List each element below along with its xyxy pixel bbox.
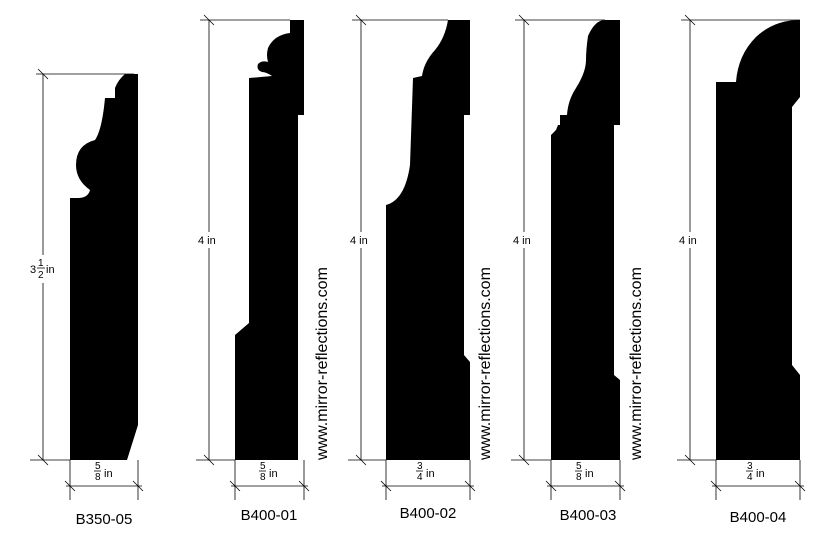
- width-frac-num: 3: [747, 461, 753, 472]
- profile-code: B400-01: [241, 507, 298, 524]
- profile-b400-01: 4 in 5 8 in B400-01: [196, 14, 310, 524]
- profile-shape: [70, 74, 138, 460]
- width-unit: in: [756, 468, 765, 480]
- width-frac-den: 8: [95, 472, 101, 483]
- profile-b400-03: 4 in 5 8 in B400-03: [511, 14, 626, 524]
- width-frac-den: 8: [260, 472, 266, 483]
- width-frac-den: 4: [417, 472, 423, 483]
- width-frac-den: 8: [576, 472, 582, 483]
- profile-code: B400-04: [730, 509, 787, 526]
- width-unit: in: [269, 468, 278, 480]
- profile-b400-04: 4 in 3 4 in B400-04: [677, 14, 806, 526]
- height-frac-den: 2: [38, 270, 44, 281]
- profile-code: B400-02: [400, 505, 457, 522]
- width-unit: in: [426, 468, 435, 480]
- width-frac-num: 5: [95, 461, 101, 472]
- height-label: 4 in: [350, 235, 368, 247]
- profile-code: B400-03: [560, 507, 617, 524]
- watermark-url: www.mirror-reflections.com: [628, 267, 645, 461]
- width-frac-den: 4: [747, 472, 753, 483]
- width-unit: in: [104, 468, 113, 480]
- profile-shape: [235, 20, 304, 460]
- width-frac-num: 3: [417, 461, 423, 472]
- height-whole: 3: [30, 264, 36, 276]
- profile-shape: [551, 20, 620, 460]
- height-label: 4 in: [679, 235, 697, 247]
- watermark-url: www.mirror-reflections.com: [477, 267, 494, 461]
- width-frac-num: 5: [260, 461, 266, 472]
- profile-b350-05: 3 1 2 in 5 8 in B350-05: [28, 68, 144, 528]
- profile-code: B350-05: [76, 511, 133, 528]
- profile-shape: [716, 20, 800, 460]
- watermark-url: www.mirror-reflections.com: [314, 267, 331, 461]
- profile-b400-02: 4 in 3 4 in B400-02: [348, 14, 476, 522]
- height-unit: in: [46, 264, 55, 276]
- width-frac-num: 5: [576, 461, 582, 472]
- profile-shape: [386, 20, 470, 460]
- height-frac-num: 1: [38, 258, 44, 269]
- height-label: 4 in: [513, 235, 531, 247]
- width-unit: in: [585, 468, 594, 480]
- height-label: 4 in: [198, 235, 216, 247]
